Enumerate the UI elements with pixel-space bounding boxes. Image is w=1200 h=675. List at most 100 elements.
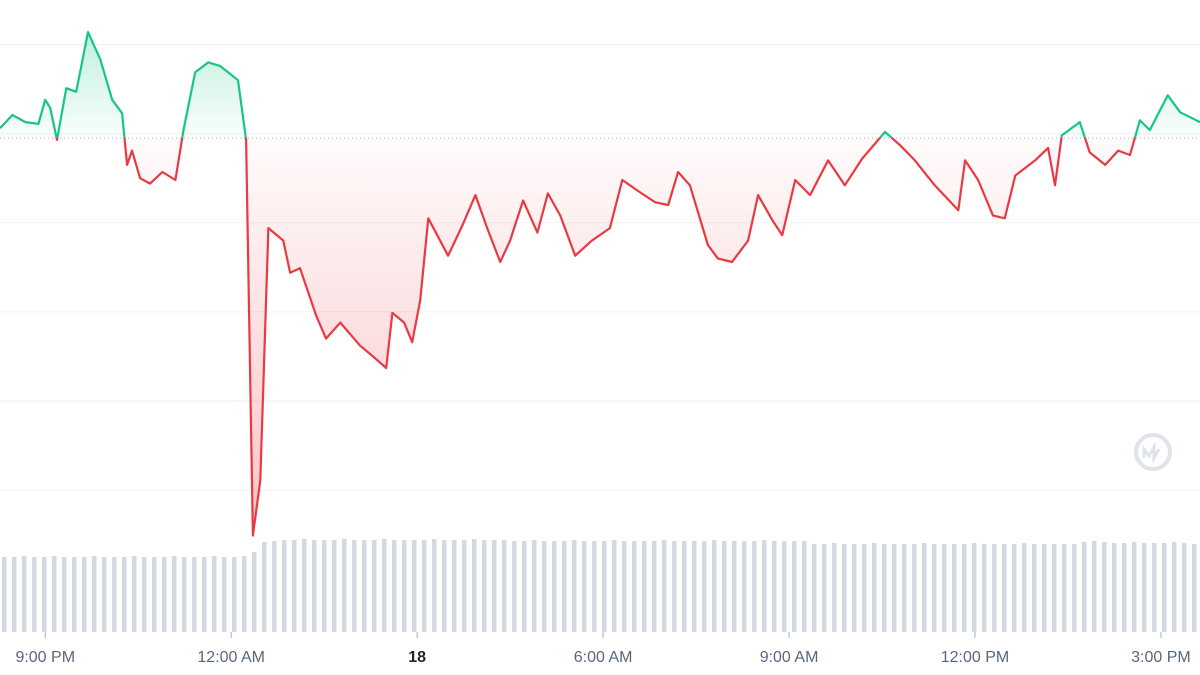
volume-bar [52,556,57,632]
volume-bar [572,540,577,632]
volume-bar [912,544,917,632]
volume-bar [472,539,477,632]
volume-bar [332,540,337,632]
volume-bar [1102,542,1107,632]
volume-bar [92,556,97,632]
logo-mark [1142,441,1161,464]
volume-bar [1072,544,1077,632]
volume-bar [372,540,377,632]
volume-bar [642,541,647,632]
volume-bar [482,540,487,632]
volume-bar [132,556,137,632]
volume-bar [272,541,277,632]
volume-bar [382,539,387,632]
volume-bar [702,541,707,632]
x-tick-label: 18 [408,649,426,666]
volume-bar [742,541,747,632]
plot [0,31,1200,537]
volume-bar [972,543,977,632]
price-line [0,31,1200,537]
volume-bar [832,543,837,632]
volume-bar [172,556,177,632]
volume-bar [72,557,77,632]
volume-bar [412,540,417,632]
volume-bar [682,541,687,632]
volume-bar [492,540,497,632]
volume-bar [1012,544,1017,632]
volume-bar [752,541,757,632]
volume-bar [82,557,87,632]
volume-bar [162,557,167,632]
volume-bar [2,557,7,632]
volume-bar [992,544,997,632]
volume-bar [22,556,27,632]
volume-bar [152,557,157,632]
volume-bar [1162,543,1167,632]
volume-bar [812,544,817,632]
volume-bar [892,544,897,632]
volume-bar [192,557,197,632]
grid [0,44,1200,491]
volume-bar [1062,544,1067,632]
volume-bar [42,557,47,632]
watermark [1134,433,1172,471]
x-tick-label: 12:00 PM [941,649,1009,666]
volume-bar [872,543,877,632]
volume-bar [602,541,607,632]
volume-bar [222,557,227,632]
volume-bar [932,544,937,632]
volume-bar [952,544,957,632]
volume-bar [712,540,717,632]
volume-bar [542,541,547,632]
volume-bar [1032,544,1037,632]
volume-bar [112,557,117,632]
volume-bar [422,540,427,632]
x-axis: 9:00 PM 12:00 AM 18 6:00 AM 9:00 AM 12:00 PM 3… [15,632,1191,666]
volume-bar [242,556,247,632]
volume-bar [562,541,567,632]
volume-bar [632,541,637,632]
volume-bar [312,540,317,632]
volume-bar [1082,542,1087,632]
volume-bar [1112,543,1117,632]
volume-bar [512,541,517,632]
volume-bar [982,544,987,632]
volume-bar [432,539,437,632]
volume-bar [732,541,737,632]
volume-bar [1002,544,1007,632]
volume-bar [262,542,267,632]
volume-bar [862,544,867,632]
volume-bar [302,539,307,632]
volume-bar [392,540,397,632]
volume-bar [322,540,327,632]
volume-bar [942,544,947,632]
volume-bar [122,557,127,632]
x-tick-label: 6:00 AM [574,649,633,666]
volume-bar [402,540,407,632]
x-tick-label: 9:00 PM [15,649,75,666]
volume-bar [802,541,807,632]
volume-bar [552,541,557,632]
volume-bar [902,544,907,632]
volume-bar [1042,544,1047,632]
volume-bar [202,557,207,632]
volume-bar [852,544,857,632]
volume-bar [882,544,887,632]
volume-bar [922,543,927,632]
volume-bar [252,552,257,632]
volume-bar [782,541,787,632]
volume-bar [182,557,187,632]
volume-bar [842,544,847,632]
volume-bar [662,540,667,632]
volume-bar [672,541,677,632]
x-tick-label: 12:00 AM [197,649,265,666]
volume-bar [1192,544,1197,632]
volume-bar [652,541,657,632]
volume-bar [762,540,767,632]
x-tick-label: 9:00 AM [760,649,819,666]
volume-bar [582,541,587,632]
volume-bar [792,541,797,632]
volume-bar [1122,543,1127,632]
